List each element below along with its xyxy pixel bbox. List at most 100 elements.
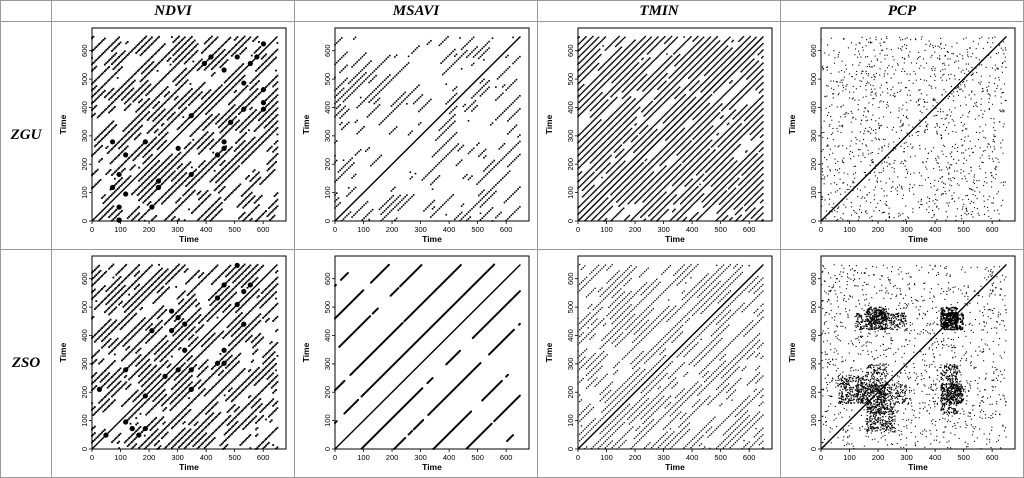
recurrence-point <box>457 58 460 61</box>
recurrence-point <box>334 207 336 209</box>
recurrence-point <box>653 163 656 166</box>
recurrence-point <box>604 140 607 143</box>
recurrence-point <box>717 100 720 102</box>
recurrence-point <box>493 166 495 168</box>
recurrence-point <box>276 127 279 129</box>
recurrence-point <box>220 58 223 61</box>
recurrence-point <box>111 206 113 209</box>
recurrence-point <box>136 109 139 112</box>
recurrence-point <box>616 194 618 197</box>
recurrence-point <box>592 212 594 214</box>
recurrence-point <box>133 216 136 219</box>
recurrence-point <box>584 161 586 163</box>
recurrence-point <box>115 209 118 211</box>
recurrence-point <box>677 107 680 109</box>
recurrence-point <box>693 91 696 93</box>
recurrence-point <box>153 98 156 101</box>
recurrence-point <box>616 162 618 164</box>
recurrence-point <box>235 128 237 131</box>
recurrence-point <box>190 192 193 195</box>
recurrence-point <box>414 100 417 103</box>
recurrence-point <box>741 69 744 72</box>
recurrence-point <box>243 100 246 103</box>
recurrence-point <box>668 90 671 92</box>
recurrence-point <box>259 65 262 68</box>
recurrence-point <box>685 73 688 75</box>
recurrence-point <box>686 156 689 159</box>
recurrence-point <box>334 63 336 66</box>
recurrence-point <box>708 102 710 105</box>
recurrence-point <box>335 192 338 194</box>
recurrence-point <box>452 96 454 98</box>
recurrence-point <box>370 210 372 213</box>
recurrence-point <box>435 152 437 154</box>
recurrence-point <box>116 96 119 99</box>
recurrence-point <box>203 173 206 176</box>
recurrence-point <box>436 209 439 212</box>
recurrence-point <box>716 42 718 45</box>
recurrence-point <box>699 72 701 75</box>
recurrence-point <box>715 63 717 65</box>
recurrence-point <box>679 91 682 94</box>
recurrence-point <box>158 107 160 110</box>
recurrence-point <box>195 129 198 132</box>
recurrence-point <box>136 187 139 190</box>
recurrence-point <box>119 67 122 70</box>
recurrence-point <box>239 105 242 107</box>
recurrence-point <box>706 105 708 107</box>
recurrence-point <box>109 188 112 191</box>
recurrence-point <box>462 216 465 219</box>
recurrence-point <box>96 90 99 93</box>
recurrence-point <box>718 59 721 62</box>
recurrence-point <box>628 116 631 119</box>
recurrence-point <box>716 68 718 71</box>
recurrence-point <box>168 176 170 178</box>
recurrence-point <box>586 217 588 220</box>
recurrence-point <box>246 189 249 192</box>
recurrence-point <box>650 167 652 169</box>
recurrence-point <box>232 99 235 101</box>
recurrence-point <box>455 86 458 88</box>
recurrence-point <box>459 219 461 222</box>
recurrence-point <box>272 150 275 153</box>
recurrence-point <box>708 76 710 79</box>
recurrence-point <box>339 123 341 126</box>
recurrence-point <box>603 207 605 209</box>
recurrence-point <box>380 206 383 209</box>
recurrence-point <box>690 133 692 136</box>
recurrence-point <box>701 135 704 138</box>
recurrence-point <box>488 197 490 200</box>
recurrence-point <box>695 82 698 85</box>
recurrence-point <box>666 118 668 121</box>
recurrence-point <box>426 206 429 209</box>
recurrence-point <box>195 44 198 47</box>
recurrence-point <box>334 181 336 183</box>
recurrence-point <box>662 122 665 124</box>
recurrence-point <box>614 189 617 191</box>
recurrence-point <box>155 201 158 204</box>
recurrence-point <box>166 60 169 62</box>
recurrence-point <box>159 119 162 122</box>
recurrence-point <box>754 76 756 79</box>
recurrence-point <box>190 101 193 103</box>
recurrence-point <box>168 169 170 172</box>
recurrence-point <box>666 112 668 114</box>
recurrence-point <box>609 149 611 151</box>
recurrence-point <box>625 166 627 168</box>
recurrence-point <box>236 205 239 208</box>
recurrence-point <box>119 139 122 142</box>
recurrence-point <box>91 96 93 98</box>
recurrence-point <box>209 43 212 46</box>
recurrence-point <box>748 89 750 91</box>
recurrence-point <box>267 122 270 125</box>
recurrence-point <box>128 52 130 55</box>
recurrence-point <box>433 154 436 156</box>
recurrence-point <box>223 42 226 45</box>
recurrence-point <box>592 172 594 175</box>
recurrence-point <box>500 159 502 162</box>
recurrence-point <box>501 92 504 95</box>
recurrence-point <box>250 54 253 57</box>
recurrence-point <box>635 149 637 151</box>
recurrence-point <box>159 80 162 82</box>
recurrence-point <box>450 97 453 100</box>
